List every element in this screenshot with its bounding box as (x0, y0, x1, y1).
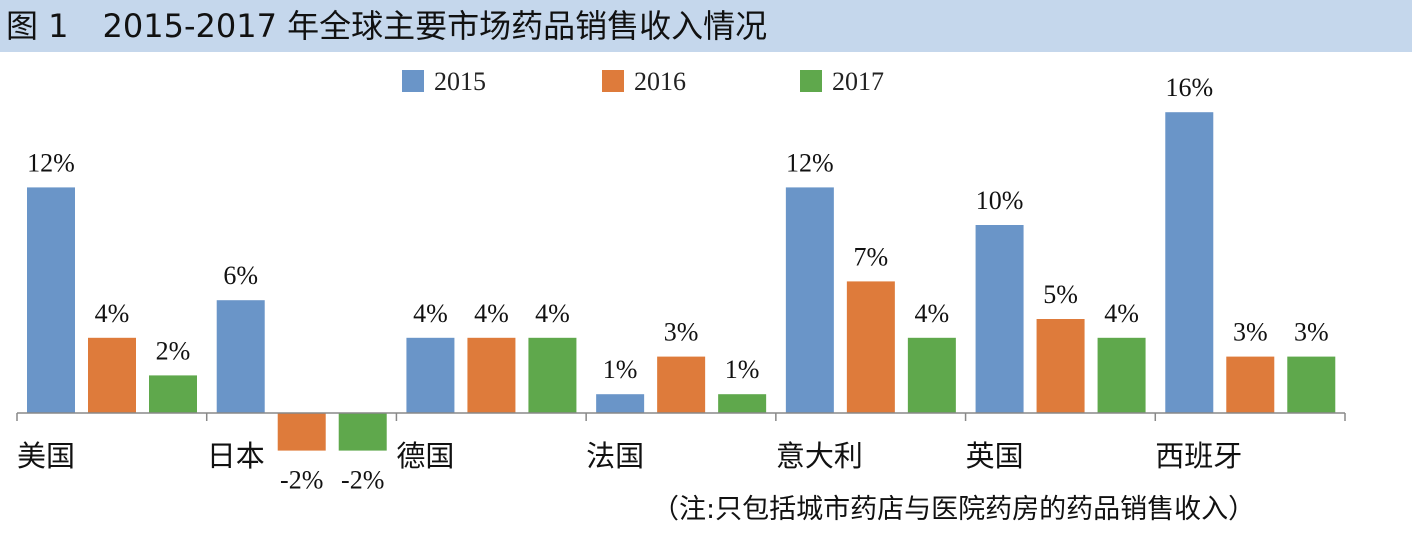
legend-swatch-2015 (402, 70, 424, 92)
figure-label: 图 1 (6, 7, 69, 45)
bar-法国-2016 (657, 356, 706, 413)
data-label-意大利-2015: 12% (786, 148, 834, 177)
bar-德国-2017 (528, 337, 577, 413)
bar-法国-2015 (596, 394, 645, 413)
data-label-日本-2017: -2% (341, 466, 384, 495)
data-label-英国-2016: 5% (1043, 280, 1078, 309)
bar-西班牙-2017 (1287, 356, 1336, 413)
data-label-西班牙-2016: 3% (1233, 318, 1268, 347)
figure-title-text: 2015-2017 年全球主要市场药品销售收入情况 (102, 7, 768, 45)
data-label-德国-2015: 4% (413, 299, 448, 328)
bar-美国-2017 (149, 375, 197, 413)
data-label-西班牙-2015: 16% (1165, 73, 1213, 102)
category-label-意大利: 意大利 (776, 439, 863, 473)
bar-法国-2017 (718, 394, 767, 413)
data-label-美国-2015: 12% (27, 148, 75, 177)
legend-label-2015: 2015 (434, 67, 486, 96)
data-label-日本-2016: -2% (280, 466, 323, 495)
bar-德国-2015 (406, 337, 455, 413)
legend-swatch-2016 (602, 70, 624, 92)
bar-日本-2017 (338, 413, 387, 451)
data-label-美国-2016: 4% (95, 299, 130, 328)
bar-意大利-2017 (907, 337, 956, 413)
bar-西班牙-2016 (1226, 356, 1275, 413)
category-label-美国: 美国 (17, 439, 75, 473)
bar-德国-2016 (467, 337, 516, 413)
category-label-英国: 英国 (966, 439, 1024, 473)
bar-美国-2015 (27, 187, 75, 413)
bar-意大利-2015 (785, 187, 834, 413)
bar-日本-2016 (277, 413, 326, 451)
bar-意大利-2016 (846, 281, 895, 413)
category-label-法国: 法国 (586, 439, 644, 473)
bar-英国-2016 (1036, 319, 1085, 413)
category-label-德国: 德国 (396, 439, 454, 473)
bar-英国-2017 (1097, 337, 1146, 413)
figure-title: 图 1 2015-2017 年全球主要市场药品销售收入情况 (6, 4, 767, 48)
data-label-法国-2017: 1% (725, 355, 760, 384)
data-label-日本-2015: 6% (223, 261, 258, 290)
data-label-美国-2017: 2% (156, 336, 191, 365)
data-label-意大利-2016: 7% (854, 242, 889, 271)
category-label-西班牙: 西班牙 (1155, 439, 1242, 473)
data-label-英国-2017: 4% (1104, 299, 1139, 328)
chart-note: （注:只包括城市药店与医院药房的药品销售收入） (652, 494, 1256, 525)
data-label-德国-2017: 4% (535, 299, 570, 328)
legend-swatch-2017 (800, 70, 822, 92)
bar-日本-2015 (216, 300, 265, 413)
bar-英国-2015 (975, 225, 1024, 413)
data-label-法国-2016: 3% (664, 318, 699, 347)
data-label-德国-2016: 4% (474, 299, 509, 328)
category-label-日本: 日本 (207, 439, 265, 473)
legend-label-2017: 2017 (832, 67, 884, 96)
data-label-西班牙-2017: 3% (1294, 318, 1329, 347)
data-label-英国-2015: 10% (976, 186, 1024, 215)
legend-label-2016: 2016 (634, 67, 686, 96)
data-label-法国-2015: 1% (603, 355, 638, 384)
bar-美国-2016 (88, 337, 136, 413)
data-label-意大利-2017: 4% (915, 299, 950, 328)
title-bar: 图 1 2015-2017 年全球主要市场药品销售收入情况 (0, 0, 1412, 52)
bar-西班牙-2015 (1165, 112, 1214, 413)
